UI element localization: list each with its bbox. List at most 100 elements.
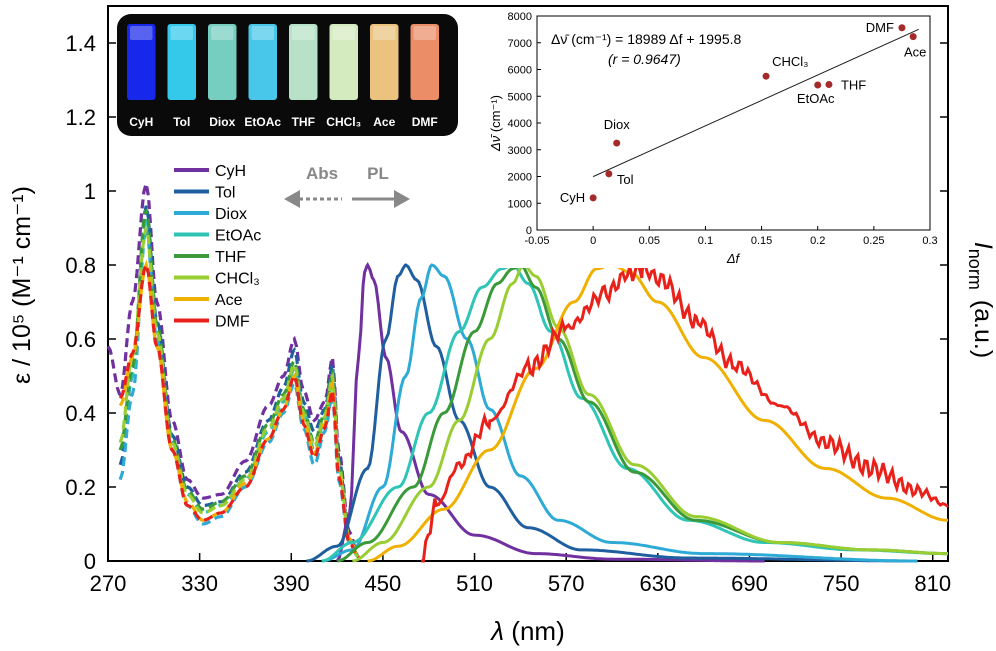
inset-y-tick-label: 4000 <box>508 118 532 130</box>
vial-cap-4 <box>292 26 315 40</box>
inset-point-0 <box>589 194 597 202</box>
inset-y-tick-label: 1000 <box>508 198 532 210</box>
abs-curve-3 <box>118 216 360 559</box>
legend-label-3: EtOAc <box>215 228 261 245</box>
absorption-curves <box>106 183 360 559</box>
inset-point-label-3: CHCl₃ <box>772 54 808 69</box>
inset-x-tick-label: 0.3 <box>922 235 937 247</box>
y-axis-left-label: ε / 10⁵ (M⁻¹ cm⁻¹) <box>8 186 36 384</box>
x-tick-label: 630 <box>639 571 676 596</box>
vial-3 <box>248 24 277 100</box>
inset-point-label-6: DMF <box>866 20 894 35</box>
x-tick-label: 330 <box>181 571 218 596</box>
inset-point-3 <box>762 72 770 80</box>
inset-point-label-7: Ace <box>904 45 926 60</box>
inset-x-tick-label: 0.15 <box>751 235 772 247</box>
pl-label: PL <box>367 164 389 183</box>
inset-y-tick-label: 2000 <box>508 172 532 184</box>
legend-label-7: DMF <box>215 314 250 331</box>
x-tick-label: 750 <box>823 571 860 596</box>
inset-y-tick-label: 6000 <box>508 65 532 77</box>
fit-line <box>592 28 919 178</box>
inset-point-5 <box>825 80 833 88</box>
pl-curve-5 <box>352 263 948 563</box>
inset-y-tick-label: 5000 <box>508 91 532 103</box>
abs-curve-0 <box>106 183 360 559</box>
abs-pl-indicator: Abs PL <box>284 164 410 208</box>
vial-cap-0 <box>130 26 153 40</box>
legend-label-5: CHCl₃ <box>215 271 260 288</box>
abs-curve-5 <box>118 227 360 559</box>
inset-point-label-2: Diox <box>604 117 631 132</box>
legend: CyH Tol Diox EtOAc THF CHCl₃ Ace DMF <box>174 163 261 331</box>
inset-y-label: Δν̄ (cm⁻¹) <box>488 95 503 152</box>
pl-curve-3 <box>321 263 948 563</box>
x-tick-label: 810 <box>914 571 951 596</box>
x-tick-label: 270 <box>90 571 127 596</box>
inset-y-tick-label: 3000 <box>508 145 532 157</box>
vial-label-4: THF <box>292 115 315 129</box>
inset-point-label-4: EtOAc <box>797 91 835 106</box>
y-tick-label: 0.2 <box>65 475 96 500</box>
vial-row: CyH Tol Diox EtOAc THF CHCl₃ Ace DMF <box>127 24 439 129</box>
vial-1 <box>167 24 196 100</box>
vial-photo: CyH Tol Diox EtOAc THF CHCl₃ Ace DMF <box>117 14 458 136</box>
vial-label-1: Tol <box>173 115 190 129</box>
inset-y-tick-label: 8000 <box>508 11 532 23</box>
inset-point-7 <box>909 33 917 41</box>
inset-x-tick-label: 0.2 <box>810 235 825 247</box>
inset-x-tick-label: 0.05 <box>639 235 660 247</box>
vial-label-2: Diox <box>209 115 235 129</box>
vial-label-7: DMF <box>412 115 438 129</box>
y-tick-label: 1.4 <box>65 31 96 56</box>
inset-x-label: Δf <box>726 251 741 266</box>
vial-cap-3 <box>251 26 274 40</box>
vial-cap-6 <box>373 26 396 40</box>
vial-label-0: CyH <box>129 115 153 129</box>
vial-6 <box>370 24 399 100</box>
inset-x-tick-label: 0 <box>590 235 596 247</box>
pl-curve-2 <box>321 263 918 563</box>
inset-x-tick-label: 0.1 <box>698 235 713 247</box>
emission-curves <box>306 259 949 563</box>
inset-point-1 <box>605 170 613 178</box>
inset-point-label-5: THF <box>841 77 866 92</box>
inset-y-tick-label: 0 <box>526 225 532 237</box>
inset-y-tick-label: 7000 <box>508 38 532 50</box>
abs-label: Abs <box>306 164 338 183</box>
inset-x-tick-label: -0.05 <box>524 235 549 247</box>
vial-label-6: Ace <box>373 115 395 129</box>
vial-label-3: EtOAc <box>244 115 281 129</box>
inset-equation: Δν̄ (cm⁻¹) = 18989 Δf + 1995.8 <box>551 31 742 47</box>
inset-axes: -0.05 0 0.05 0.1 0.15 0.2 0.25 0.30100020003000… <box>508 11 938 247</box>
legend-label-0: CyH <box>215 163 246 180</box>
y-tick-label: 0 <box>84 549 96 574</box>
y-tick-label: 0.6 <box>65 327 96 352</box>
inset-point-4 <box>814 81 822 89</box>
legend-label-1: Tol <box>215 185 235 202</box>
y-tick-label: 0.8 <box>65 253 96 278</box>
inset-x-tick-label: 0.25 <box>863 235 884 247</box>
legend-label-6: Ace <box>215 292 243 309</box>
legend-label-2: Diox <box>215 206 247 223</box>
vial-4 <box>289 24 318 100</box>
x-tick-label: 690 <box>731 571 768 596</box>
y-tick-label: 0.4 <box>65 401 96 426</box>
x-tick-label: 510 <box>456 571 493 596</box>
vial-label-5: CHCl₃ <box>326 115 361 129</box>
pl-arrow-head <box>394 190 410 208</box>
vial-0 <box>127 24 156 100</box>
vial-cap-7 <box>413 26 436 40</box>
inset-point-6 <box>898 24 906 32</box>
x-axis-label: λ (nm) <box>489 616 564 646</box>
abs-arrow-head <box>284 190 300 208</box>
vial-7 <box>410 24 439 100</box>
x-tick-label: 450 <box>365 571 402 596</box>
vial-2 <box>208 24 237 100</box>
legend-label-4: THF <box>215 249 246 266</box>
y-tick-label: 1.2 <box>65 105 96 130</box>
inset-point-label-0: CyH <box>560 190 585 205</box>
pl-curve-1 <box>306 263 918 563</box>
main-axes: 270 330 390 450 510 570 630 690 750 810 0 0.2 0.4 0.6… <box>65 31 951 596</box>
